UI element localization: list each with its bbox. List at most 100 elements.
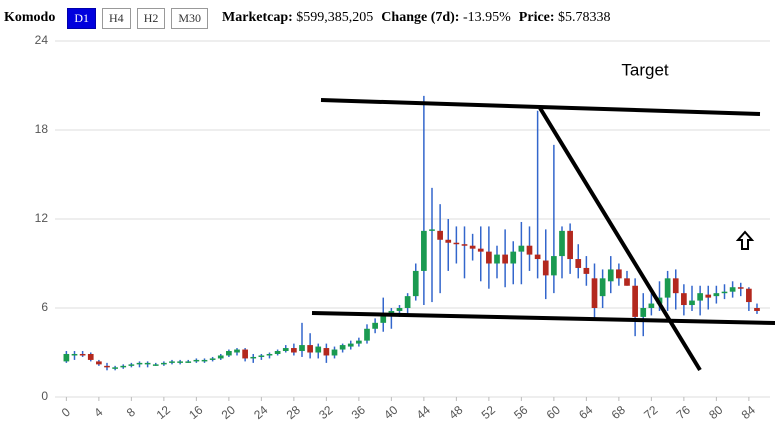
- toolbar: Komodo D1 H4 H2 M30 Marketcap: $599,385,205…: [0, 0, 775, 36]
- candle-body: [746, 288, 752, 303]
- timeframe-button[interactable]: H4: [102, 7, 131, 29]
- candle-body: [453, 242, 460, 245]
- candle-body: [193, 359, 200, 362]
- stat-label: Marketcap:: [222, 10, 293, 25]
- timeframe-buttons: D1 H4 H2 M30: [67, 7, 214, 29]
- candle-body: [469, 245, 476, 249]
- x-tick-label: 80: [706, 403, 725, 423]
- candle-body: [737, 287, 744, 289]
- candle-body: [380, 315, 387, 323]
- annotation: Target: [621, 60, 669, 79]
- stat: Marketcap: $599,385,205: [222, 10, 373, 25]
- timeframe-button[interactable]: D1: [67, 7, 97, 29]
- candle-body: [331, 349, 338, 356]
- x-tick-label: 64: [576, 403, 595, 423]
- candle-body: [282, 348, 289, 352]
- candle-body: [681, 293, 687, 306]
- candle-body: [226, 351, 232, 356]
- candle-body: [599, 278, 606, 297]
- candle-body: [217, 355, 224, 359]
- candle-body: [526, 245, 533, 255]
- candle-body: [266, 353, 273, 356]
- candle-body: [502, 254, 508, 264]
- x-tick-label: 32: [316, 403, 335, 423]
- candle-body: [713, 293, 720, 297]
- candle-body: [591, 278, 598, 308]
- x-tick-label: 20: [219, 403, 238, 423]
- trend-line: [311, 311, 775, 325]
- stat-label: Price:: [518, 10, 555, 25]
- candle-body: [372, 322, 378, 329]
- x-tick-label: 36: [349, 403, 368, 423]
- y-tick-label: 12: [35, 211, 49, 225]
- x-tick-label: 56: [511, 403, 530, 423]
- candle-body: [299, 345, 305, 352]
- candle-body: [689, 300, 695, 306]
- candle-body: [364, 328, 370, 341]
- candle-body: [79, 353, 86, 356]
- candle-body: [209, 358, 216, 360]
- candle-body: [96, 361, 102, 365]
- candle-body: [136, 362, 143, 365]
- x-tick-label: 28: [284, 403, 303, 423]
- candle-body: [323, 348, 330, 356]
- stat-value: $599,385,205: [296, 10, 374, 25]
- candle-body: [112, 367, 118, 369]
- candle-body: [104, 365, 110, 368]
- candle-body: [672, 278, 679, 294]
- x-tick-label: 84: [739, 403, 758, 423]
- candle-body: [315, 346, 322, 353]
- timeframe-button[interactable]: H2: [136, 7, 166, 29]
- candle-body: [347, 343, 354, 347]
- x-tick-label: 16: [186, 403, 205, 423]
- candle-body: [754, 308, 760, 311]
- candle-body: [404, 296, 411, 308]
- y-tick-label: 18: [35, 122, 49, 136]
- candle-body: [518, 245, 525, 252]
- candle-body: [429, 229, 435, 231]
- candle-body: [486, 251, 492, 264]
- x-tick-label: 8: [124, 405, 138, 420]
- candle-body: [421, 230, 427, 271]
- candle-body: [534, 254, 541, 260]
- candle-body: [87, 353, 94, 360]
- trend-line: [320, 98, 761, 116]
- stat: Price: $5.78338: [519, 10, 611, 25]
- candle-body: [177, 361, 183, 363]
- candle-body: [128, 364, 135, 366]
- candle-body: [648, 303, 655, 308]
- candle-body: [274, 351, 281, 354]
- candle-body: [542, 260, 549, 276]
- candle-body: [71, 353, 78, 356]
- candle-body: [607, 269, 614, 282]
- candle-body: [412, 270, 419, 297]
- candle-body: [632, 285, 638, 317]
- x-tick-label: 76: [674, 403, 693, 423]
- candle-body: [664, 278, 671, 298]
- x-tick-label: 24: [251, 403, 270, 423]
- timeframe-button[interactable]: M30: [171, 7, 209, 29]
- x-tick-label: 72: [641, 403, 660, 423]
- candle-body: [575, 259, 582, 268]
- candle-body: [120, 365, 127, 368]
- candle-body: [697, 293, 703, 301]
- candle-body: [144, 362, 151, 365]
- stats: Marketcap: $599,385,205 Change (7d): -13.…: [214, 10, 611, 26]
- coin-name: Komodo: [4, 10, 56, 25]
- stat-value: $5.78338: [558, 10, 611, 25]
- x-tick-label: 40: [381, 403, 400, 423]
- candle-body: [169, 361, 175, 363]
- candle-body: [63, 353, 70, 362]
- stat: Change (7d): -13.95%: [381, 10, 511, 25]
- candle-body: [640, 308, 647, 317]
- candle-body: [234, 349, 240, 353]
- candle-body: [559, 230, 565, 257]
- x-tick-label: 68: [609, 403, 628, 423]
- candle-body: [242, 349, 248, 359]
- y-tick-label: 0: [41, 389, 48, 403]
- candle-body: [339, 345, 346, 350]
- trend-line: [538, 106, 702, 372]
- candle-body: [729, 287, 736, 292]
